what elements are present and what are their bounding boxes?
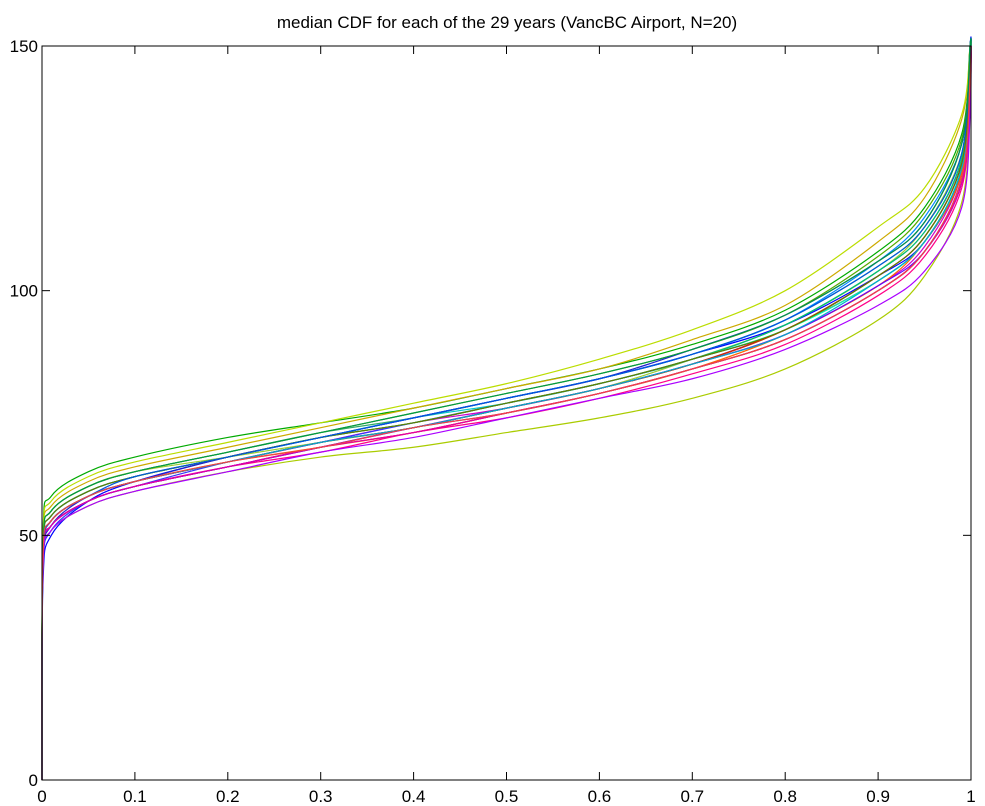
- x-tick-label: 0.5: [495, 787, 519, 806]
- series-line-2: [41, 38, 972, 781]
- series-line-29: [41, 45, 972, 781]
- series-line-5: [41, 43, 972, 781]
- x-tick-label: 0.9: [866, 787, 890, 806]
- y-tick-label: 100: [10, 282, 38, 301]
- chart-title: median CDF for each of the 29 years (Van…: [277, 13, 737, 32]
- x-tick-label: 0.8: [773, 787, 797, 806]
- series-line-25: [41, 45, 972, 781]
- y-tick-label: 150: [10, 37, 38, 56]
- series-line-19: [41, 43, 972, 781]
- tick-layer: 0 0.1 0.2 0.3 0.4 0.5 0.6 0.7 0.8 0.9 1 0 50 100 150: [10, 37, 976, 806]
- x-tick-label: 0.7: [680, 787, 704, 806]
- series-line-17: [41, 38, 972, 781]
- x-tick-label: 0.6: [588, 787, 612, 806]
- series-line-26: [41, 37, 972, 781]
- series-line-27: [41, 45, 972, 781]
- series-layer: [41, 36, 972, 781]
- x-tick-label: 0.3: [309, 787, 333, 806]
- series-line-22: [41, 40, 972, 781]
- series-line-28: [41, 38, 972, 781]
- series-line-9: [41, 37, 972, 781]
- y-tick-label: 0: [29, 771, 38, 790]
- series-line-14: [41, 40, 972, 781]
- x-tick-label: 0.1: [123, 787, 147, 806]
- series-line-15: [41, 38, 972, 781]
- x-tick-label: 0: [37, 787, 46, 806]
- x-tick-label: 0.2: [216, 787, 240, 806]
- x-tick-label: 1: [966, 787, 975, 806]
- series-line-10: [41, 37, 972, 781]
- series-line-21: [41, 38, 972, 781]
- x-tick-label: 0.4: [402, 787, 426, 806]
- y-tick-label: 50: [19, 526, 38, 545]
